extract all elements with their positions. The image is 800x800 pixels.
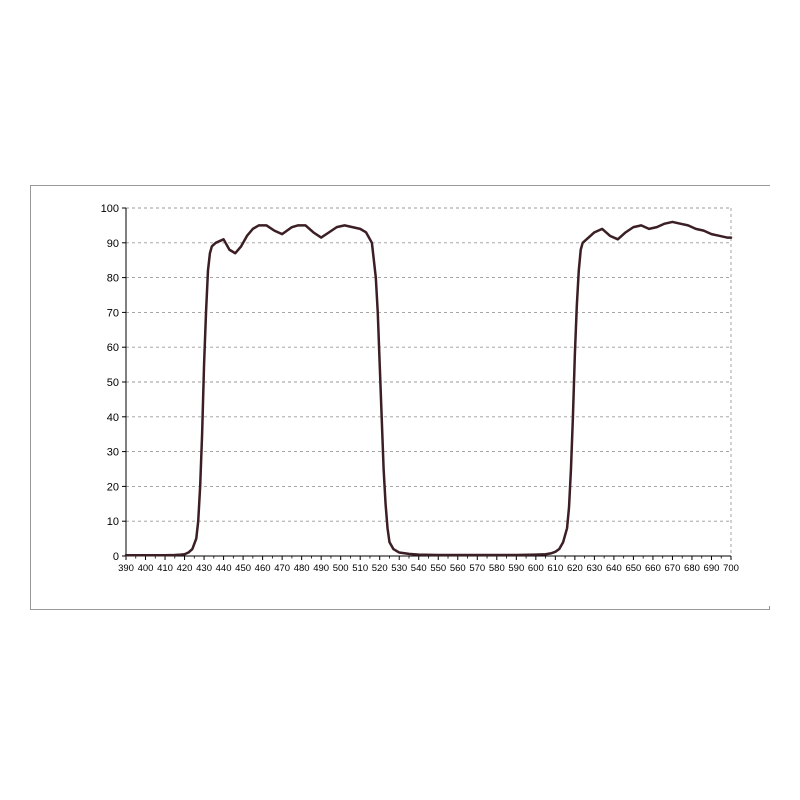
x-tick-label: 420 <box>177 563 193 574</box>
y-tick-label: 60 <box>107 342 119 354</box>
chart-container: { "chart": { "type": "line", "x_min": 39… <box>0 0 800 800</box>
x-tick-label: 640 <box>606 563 622 574</box>
x-tick-label: 570 <box>469 563 485 574</box>
y-tick-label: 10 <box>107 516 119 528</box>
x-tick-label: 510 <box>352 563 368 574</box>
x-tick-label: 390 <box>118 563 134 574</box>
x-tick-label: 680 <box>684 563 700 574</box>
x-tick-label: 630 <box>586 563 602 574</box>
x-tick-label: 610 <box>547 563 563 574</box>
y-tick-label: 50 <box>107 377 119 389</box>
x-tick-label: 590 <box>508 563 524 574</box>
x-tick-label: 520 <box>372 563 388 574</box>
y-tick-label: 90 <box>107 238 119 250</box>
x-tick-label: 550 <box>430 563 446 574</box>
chart-svg: 0 10 20 30 40 50 60 70 80 90 100 390 400410 420430 440… <box>31 186 771 606</box>
x-tick-label: 650 <box>625 563 641 574</box>
x-tick-label: 430 <box>196 563 212 574</box>
y-tick-label: 20 <box>107 481 119 493</box>
x-tick-label: 580 <box>489 563 505 574</box>
image-frame: { "chart": { "type": "line", "x_min": 39… <box>30 185 770 610</box>
x-tick-label: 600 <box>528 563 544 574</box>
x-tick-label: 440 <box>216 563 232 574</box>
y-tick-label: 80 <box>107 273 119 285</box>
y-tick-label: 30 <box>107 447 119 459</box>
x-tick-label: 530 <box>391 563 407 574</box>
x-tick-label: 620 <box>567 563 583 574</box>
y-tick-label: 100 <box>101 203 119 215</box>
y-tick-label: 0 <box>113 551 119 563</box>
x-tick-label: 500 <box>333 563 349 574</box>
x-tick-label: 660 <box>645 563 661 574</box>
x-tick-label: 480 <box>294 563 310 574</box>
x-tick-label: 470 <box>274 563 290 574</box>
x-tick-label: 560 <box>450 563 466 574</box>
x-tick-label: 700 <box>723 563 739 574</box>
y-tick-label: 40 <box>107 412 119 424</box>
y-tick-label: 70 <box>107 307 119 319</box>
x-tick-label: 460 <box>255 563 271 574</box>
x-tick-label: 690 <box>704 563 720 574</box>
x-tick-label: 410 <box>157 563 173 574</box>
x-tick-label: 540 <box>411 563 427 574</box>
x-tick-label: 670 <box>665 563 681 574</box>
x-tick-label: 400 <box>138 563 154 574</box>
x-tick-label: 450 <box>235 563 251 574</box>
x-tick-label: 490 <box>313 563 329 574</box>
